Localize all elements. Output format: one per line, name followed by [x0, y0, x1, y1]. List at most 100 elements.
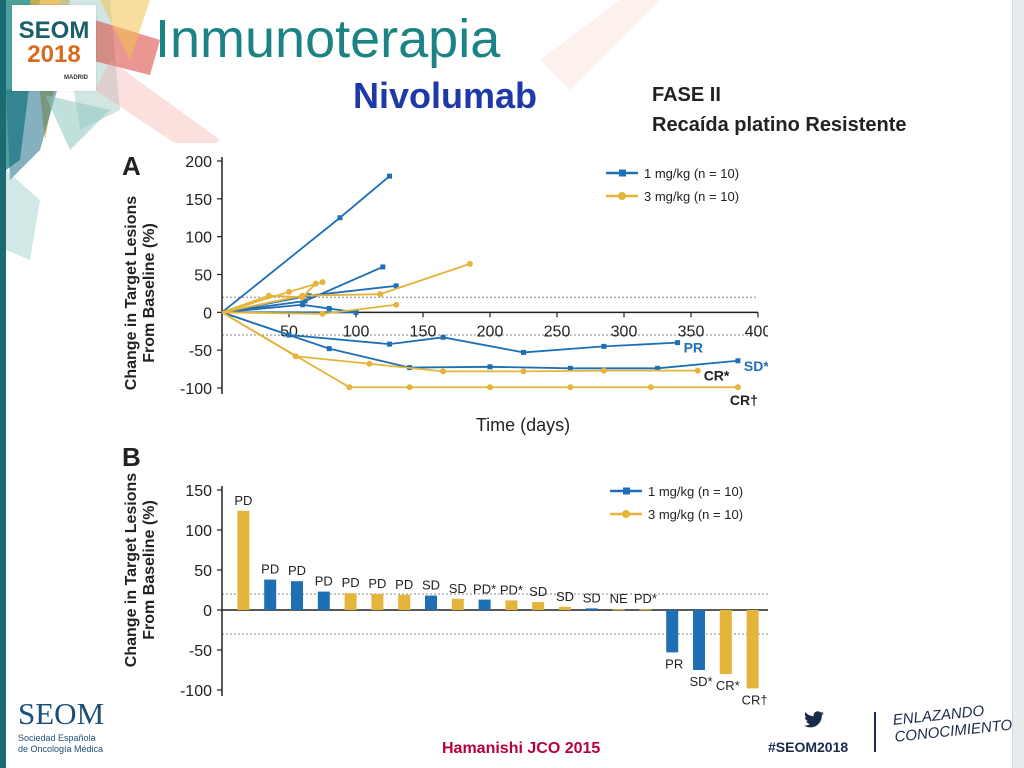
study-info: FASE II Recaída platino Resistente	[652, 80, 907, 140]
bar-label: PD	[315, 574, 333, 589]
legend-label: 1 mg/kg (n = 10)	[648, 484, 743, 499]
data-point	[600, 367, 607, 374]
bar-label: SD	[449, 581, 467, 596]
bar-label: PR	[665, 656, 683, 671]
data-point	[326, 306, 332, 312]
seom-footer-logo: SEOM	[18, 696, 105, 731]
y-tick-label: 0	[203, 603, 212, 620]
data-point	[346, 384, 353, 391]
data-point	[393, 301, 400, 308]
study-phase: FASE II	[652, 84, 721, 106]
data-point	[735, 358, 741, 364]
footer-separator	[874, 712, 876, 752]
bar-label: PD	[368, 576, 386, 591]
seom-footer-subtitle: Sociedad Española de Oncología Médica	[18, 733, 128, 755]
bar-label: PD*	[634, 591, 657, 606]
twitter-bird-icon	[804, 711, 824, 728]
panel-a-xlabel: Time (days)	[476, 415, 570, 435]
legend-marker	[618, 192, 626, 200]
y-tick-label: 0	[203, 305, 212, 322]
data-point	[393, 283, 399, 289]
bar	[532, 602, 545, 610]
data-point	[734, 384, 741, 391]
bar-label: PD	[288, 563, 306, 578]
bar-label: SD	[556, 589, 574, 604]
bar	[291, 581, 303, 610]
bar	[559, 606, 571, 610]
bar	[425, 595, 437, 610]
end-label: CR*	[704, 368, 730, 384]
bar-label: SD	[583, 590, 601, 605]
chart-panel-b: B 150 100 50 0 -50 -100 PD PD PD PD PD PD PD SD SD PD*…	[118, 440, 768, 715]
data-point	[601, 343, 607, 349]
data-point	[647, 384, 654, 391]
bar	[666, 610, 679, 653]
left-accent-bar	[0, 0, 6, 768]
x-tick-label: 300	[611, 323, 638, 340]
citation: Hamanishi JCO 2015	[442, 740, 601, 757]
bar-label: PD*	[473, 582, 496, 597]
series-line	[221, 263, 471, 314]
series-line	[221, 303, 357, 314]
end-label: SD*	[744, 358, 768, 374]
bar	[371, 594, 384, 610]
seom-sub-line1: Sociedad Española	[18, 733, 96, 743]
bar	[317, 591, 330, 610]
bar	[746, 610, 759, 689]
y-tick-label: 50	[194, 268, 212, 285]
bar-label: SD	[529, 584, 547, 599]
panel-b-ylabel: Change in Target LesionsFrom Baseline (%…	[123, 473, 158, 668]
end-label: PR	[684, 340, 703, 356]
bar-label: PD	[234, 493, 252, 508]
data-point	[655, 365, 660, 371]
y-tick-label: 200	[185, 154, 212, 171]
y-tick-label: 150	[185, 483, 212, 500]
x-tick-label: 100	[343, 323, 370, 340]
logo-line2: 2018	[27, 41, 81, 68]
bar	[451, 598, 464, 610]
data-point	[337, 215, 343, 221]
bar	[264, 579, 277, 610]
legend-label: 3 mg/kg (n = 10)	[648, 507, 743, 522]
legend-marker	[623, 487, 630, 495]
bar	[398, 594, 411, 610]
data-point	[694, 367, 701, 374]
bar-label: PD	[395, 577, 413, 592]
bar	[505, 600, 518, 610]
event-hashtag: #SEOM2018	[768, 739, 849, 755]
legend-marker	[619, 169, 626, 177]
data-point	[326, 346, 332, 352]
data-point	[387, 341, 392, 347]
bar	[639, 609, 652, 611]
bar-label: PD	[261, 562, 279, 577]
x-tick-label: 250	[544, 323, 571, 340]
seom2018-logo: SEOM 2018 MADRID	[12, 5, 96, 91]
data-point	[466, 260, 473, 267]
bar	[478, 599, 491, 610]
y-tick-label: -50	[189, 343, 212, 360]
bar-label: CR†	[742, 692, 768, 707]
panel-a-label: A	[122, 151, 141, 181]
bar	[612, 609, 625, 611]
x-tick-label: 400	[745, 323, 768, 340]
y-tick-label: 50	[194, 563, 212, 580]
data-point	[299, 292, 306, 299]
bar	[344, 593, 357, 610]
data-point	[319, 310, 326, 317]
bar-label: CR*	[716, 678, 740, 693]
y-tick-label: -100	[180, 381, 212, 398]
bar	[693, 610, 705, 670]
data-point	[302, 298, 308, 304]
data-point	[567, 365, 573, 371]
y-tick-label: -100	[180, 683, 212, 700]
legend-label: 1 mg/kg (n = 10)	[644, 166, 739, 181]
data-point	[406, 384, 413, 391]
y-tick-label: 100	[185, 230, 212, 247]
data-point	[440, 368, 447, 375]
data-point	[520, 368, 527, 375]
end-label: CR†	[730, 392, 758, 408]
data-point	[286, 288, 292, 295]
data-point	[319, 279, 326, 286]
data-point	[299, 302, 305, 308]
